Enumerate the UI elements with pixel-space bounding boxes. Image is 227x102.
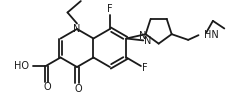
Text: N: N [73,24,80,34]
Text: O: O [44,82,51,92]
Text: O: O [74,84,81,94]
Text: N: N [143,36,150,46]
Text: N: N [138,31,146,41]
Text: F: F [141,63,147,73]
Text: F: F [107,4,112,14]
Text: HN: HN [203,30,217,40]
Text: HO: HO [14,61,29,71]
